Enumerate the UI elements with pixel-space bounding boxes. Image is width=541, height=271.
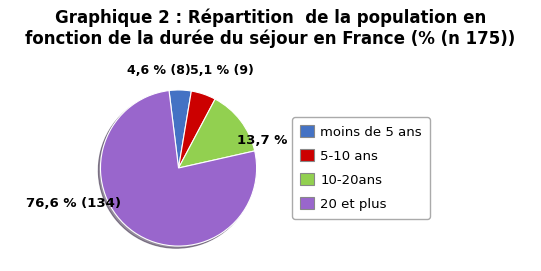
Text: 76,6 % (134): 76,6 % (134)	[25, 197, 121, 210]
Text: Graphique 2 : Répartition  de la population en
fonction de la durée du séjour en: Graphique 2 : Répartition de la populati…	[25, 8, 516, 48]
Wedge shape	[179, 91, 215, 168]
Text: 13,7 % (24): 13,7 % (24)	[237, 134, 323, 147]
Text: 5,1 % (9): 5,1 % (9)	[189, 64, 253, 77]
Wedge shape	[179, 99, 255, 168]
Wedge shape	[169, 90, 192, 168]
Legend: moins de 5 ans, 5-10 ans, 10-20ans, 20 et plus: moins de 5 ans, 5-10 ans, 10-20ans, 20 e…	[293, 117, 430, 219]
Text: 4,6 % (8): 4,6 % (8)	[127, 64, 191, 77]
Wedge shape	[101, 91, 256, 246]
